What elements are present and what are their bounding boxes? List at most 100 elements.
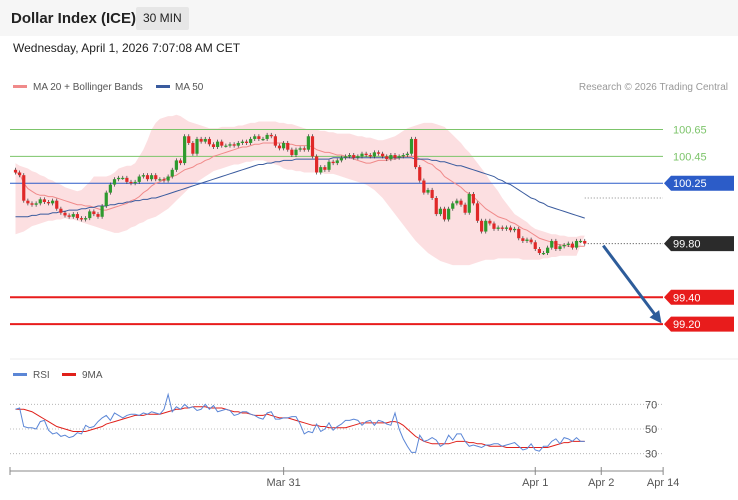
candle-body [447,208,451,220]
x-axis: Mar 31 Apr 1 Apr 2 Apr 14 [9,467,679,489]
candle-body [442,208,447,220]
candle-body [18,172,22,176]
candle-body [537,248,541,254]
candle-body [339,157,343,161]
candle-body [133,181,137,184]
candle-body [277,145,282,149]
ma20-legend-label: MA 20 + Bollinger Bands [33,82,143,93]
candle-body [282,142,286,149]
ma50-legend-label: MA 50 [175,82,204,93]
candle-body [162,179,166,181]
candle-body [51,200,55,204]
forecast-arrow-shaft [602,244,661,322]
candle-body [253,136,257,139]
x-tick-label-Apr 14: Apr 14 [647,477,679,489]
candle-body [570,243,574,248]
rsi-line [15,392,585,453]
candle-body [310,136,315,157]
rsi-panel: 70 50 30 [10,392,663,461]
candle-body [492,223,496,229]
candle-body [376,152,381,154]
candle-body [178,160,183,164]
candle-body [348,155,352,157]
candle-body [174,160,178,170]
rsi-level-label-50: 50 [645,424,657,436]
candle-body [92,211,96,215]
level-tag-bg-99.20 [664,316,734,332]
candle-body [166,176,170,181]
candle-body [207,138,211,145]
candle-body [96,214,100,217]
candle-body [550,240,554,248]
candle-body [228,144,232,146]
candle-body [343,156,348,158]
candle-body [508,227,513,231]
candle-body [401,155,405,157]
candle-body [335,160,339,164]
candle-body [265,134,269,139]
candle-body [434,197,438,215]
candle-body [26,200,30,204]
instrument-title: Dollar Index (ICE) [11,10,137,27]
candle-body [533,242,537,249]
candle-body [521,238,525,241]
candle-body [187,136,191,143]
ma20-line [15,142,585,247]
candle-body [75,214,79,219]
candle-body [360,153,364,157]
x-tick-label-Apr 2: Apr 2 [588,477,614,489]
candle-body [216,141,220,147]
candle-body [418,167,422,181]
candle-body [137,176,141,182]
ma50-legend-swatch [156,85,170,88]
candle-body [249,138,253,143]
candle-body [484,220,488,232]
candle-body [257,136,261,139]
candle-body [315,156,319,173]
candle-body [525,239,529,241]
rsi-level-label-70: 70 [645,399,657,411]
candle-body [298,148,302,150]
bollinger-band-area [15,114,585,266]
candle-body [273,136,277,146]
candle-body [244,141,249,143]
level-tag-100.45: 100.45 [673,151,707,163]
candle-body [541,253,546,255]
ma50-line [15,157,585,219]
candle-body [422,180,426,193]
candle-body [141,175,145,177]
candle-body [583,240,587,244]
candle-body [129,181,133,184]
forecast-arrow-head [649,310,662,324]
candle-body [104,192,108,207]
candle-body [471,193,475,204]
candle-body [46,202,51,204]
candle-body [145,175,150,180]
level-tag-bg-99.40 [664,289,734,305]
level-lines [10,129,663,326]
candle-body [405,153,409,156]
level-tag-100.25: 100.25 [673,178,707,190]
x-tick-label-Mar 31: Mar 31 [267,477,301,489]
candle-body [30,203,34,205]
candle-body [566,243,570,245]
candle-body [504,227,508,229]
candle-body [574,240,579,248]
candle-body [195,138,199,154]
level-tag-bg-100.25 [664,175,734,191]
level-tag-99.20: 99.20 [673,319,701,331]
candle-body [529,239,533,243]
candle-body [150,175,154,180]
candle-body [558,246,562,249]
timeframe-button[interactable]: 30 MIN [136,7,189,30]
candle-body [84,218,88,220]
candle-body [562,244,566,247]
candle-body [261,138,265,141]
candle-body [236,142,240,146]
candle-body [199,138,203,142]
candle-body [13,169,18,173]
candle-body [546,247,550,254]
candle-body [356,156,360,158]
candle-body [475,203,480,221]
candle-body [55,200,59,209]
